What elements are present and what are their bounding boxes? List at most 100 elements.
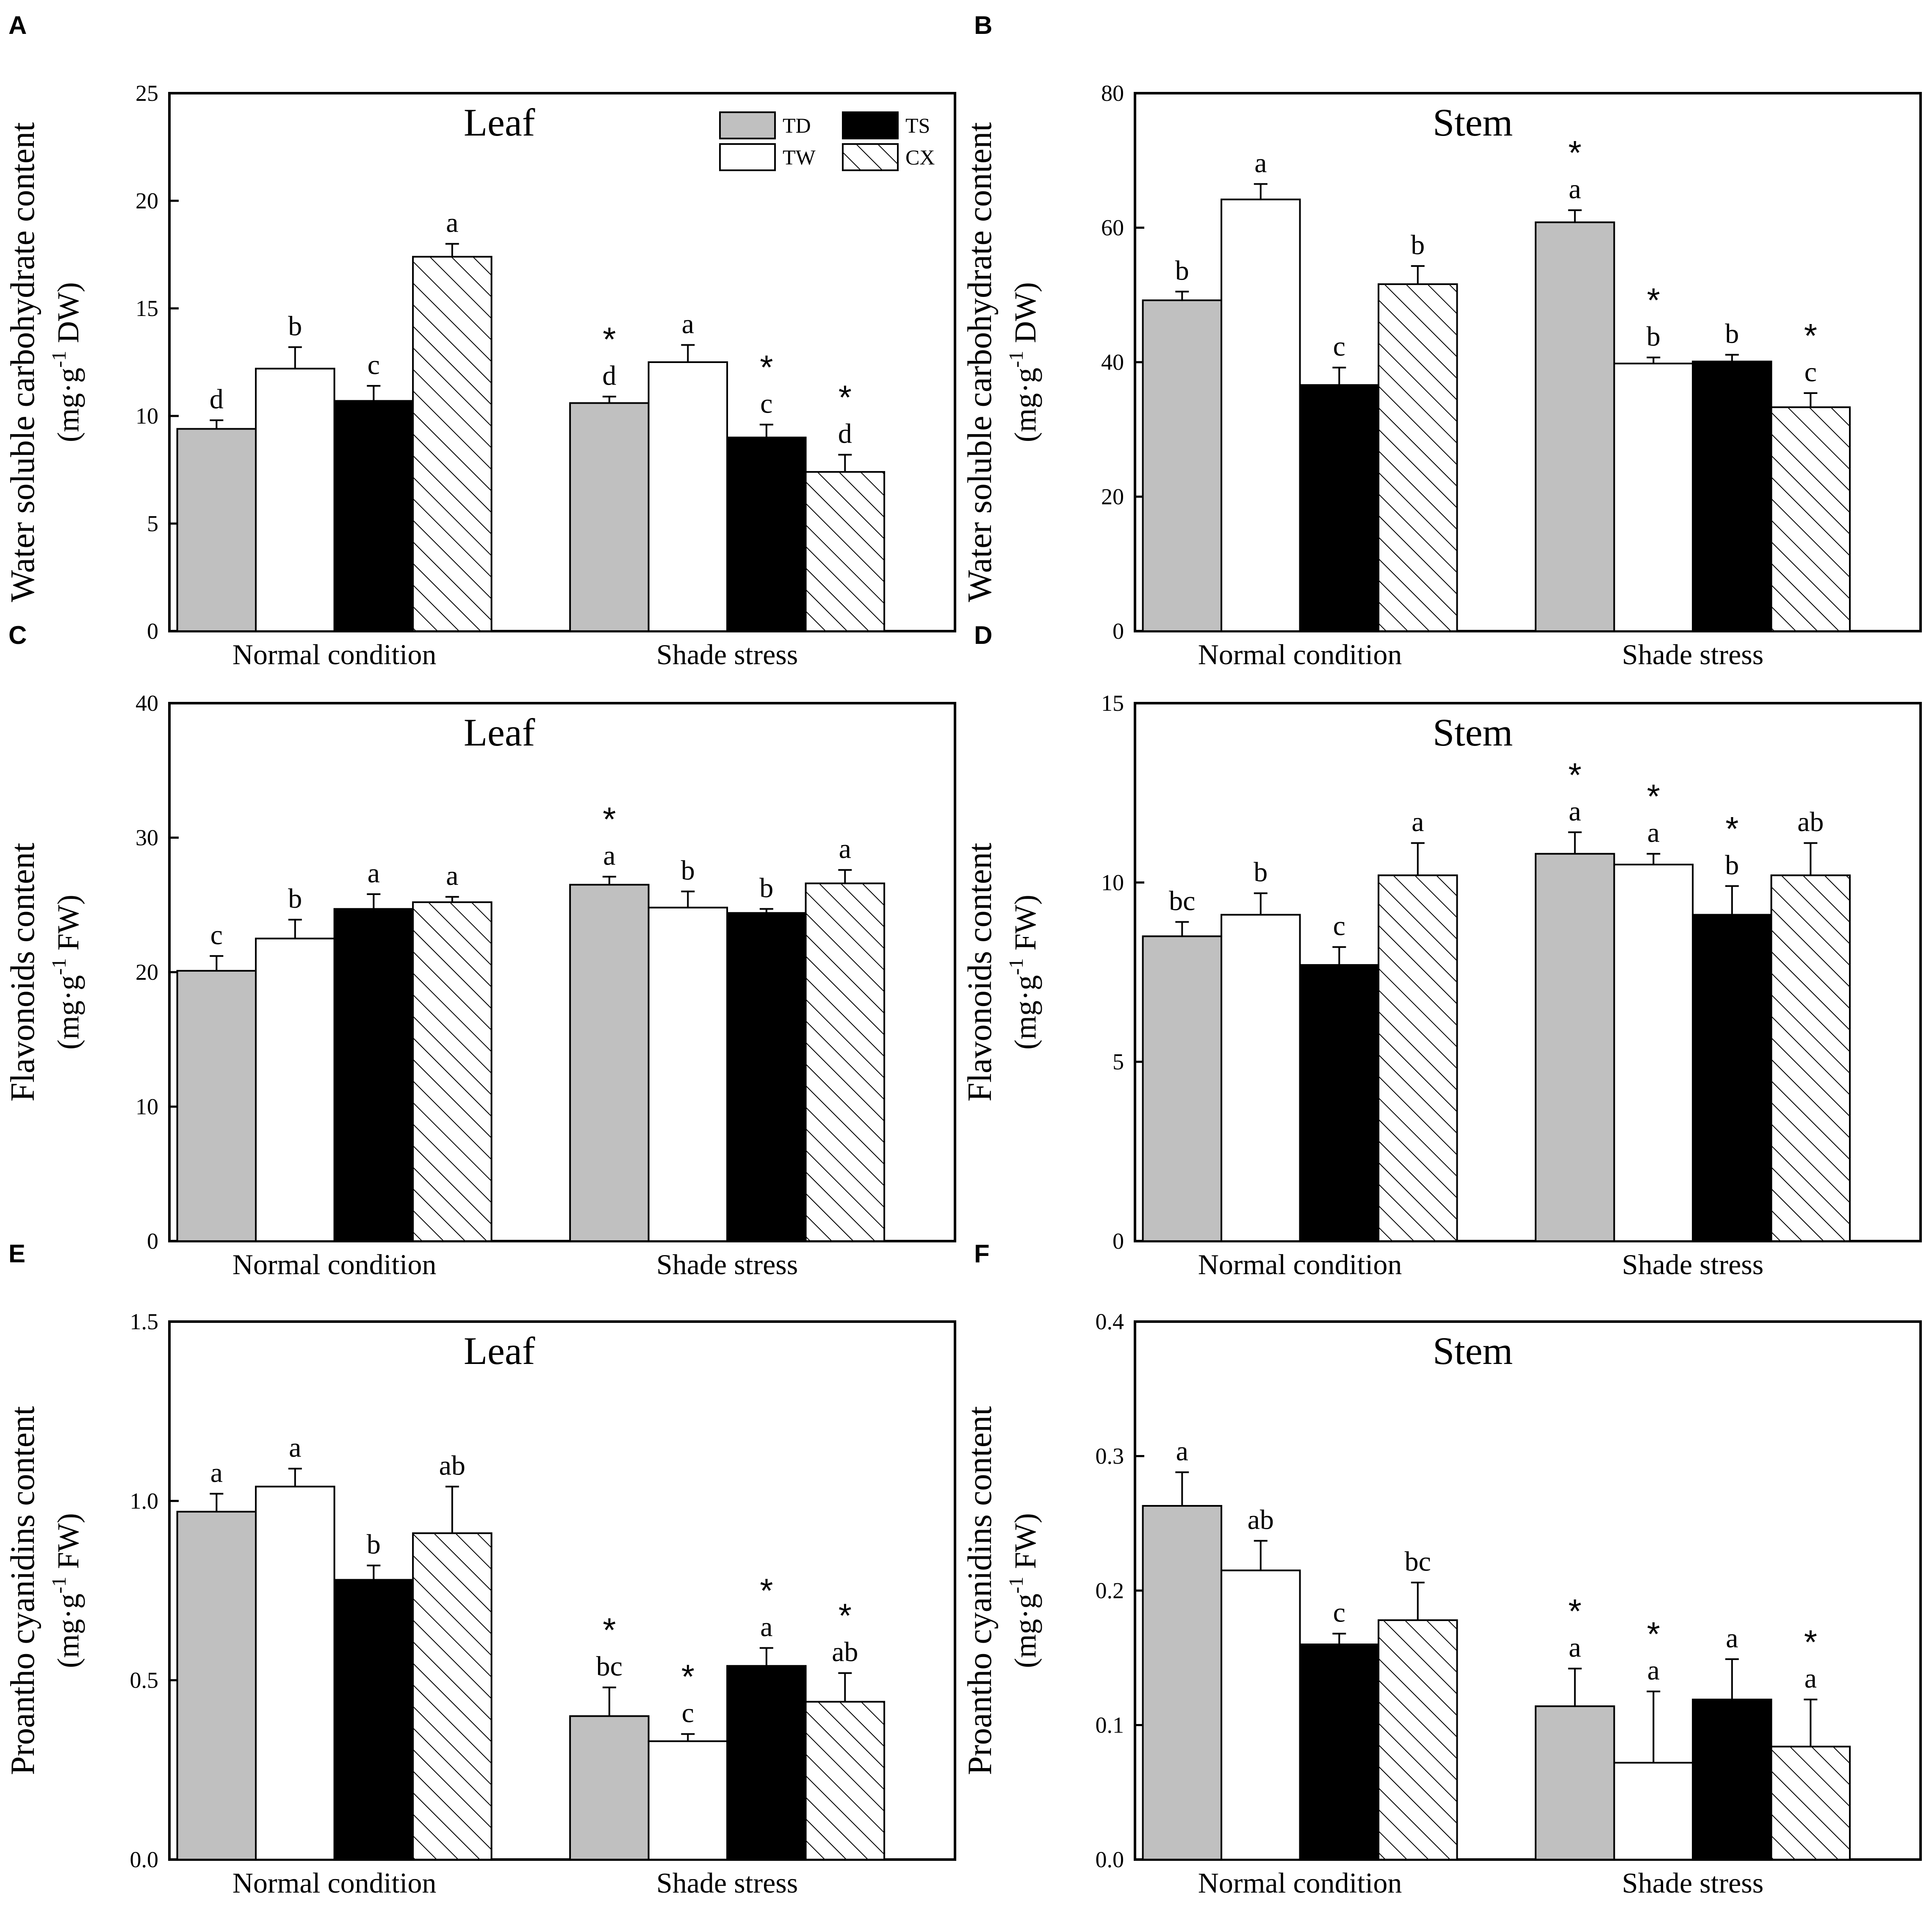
y-axis-unit: (mg·g-1 FW) bbox=[48, 1513, 85, 1668]
bar-cx bbox=[1378, 1619, 1458, 1861]
legend-swatch-ts bbox=[842, 111, 899, 139]
y-tick-label: 10 bbox=[136, 403, 158, 429]
plot-frame bbox=[1134, 702, 1922, 1242]
bar-ts bbox=[1299, 1644, 1380, 1860]
chart-title: Leaf bbox=[464, 1329, 535, 1372]
significance-letter: a bbox=[210, 1457, 223, 1488]
bar-td bbox=[1142, 299, 1223, 632]
y-axis-unit: (mg·g-1 FW) bbox=[1005, 895, 1042, 1050]
x-category-label: Normal condition bbox=[233, 638, 437, 671]
y-axis-label: Water soluble carbohydrate content bbox=[961, 122, 999, 602]
bar-ts bbox=[1692, 914, 1772, 1242]
y-axis-label: Proantho cyanidins content bbox=[961, 1406, 999, 1775]
bar-tw bbox=[648, 906, 728, 1242]
significance-letter: ab bbox=[1797, 807, 1824, 837]
y-axis-unit: (mg·g-1 DW) bbox=[1005, 282, 1042, 442]
significance-star: * bbox=[760, 348, 773, 386]
significance-star: * bbox=[1568, 134, 1581, 172]
bar-cx bbox=[1770, 874, 1851, 1242]
panel-b: B 0 20 40 60 80 Water soluble carbohydrate con… bbox=[961, 11, 1922, 671]
significance-letter: a bbox=[446, 860, 458, 891]
legend-swatch-cx bbox=[842, 143, 899, 171]
bar-cx bbox=[1378, 283, 1458, 632]
y-axis-label: Water soluble carbohydrate content bbox=[4, 122, 42, 602]
significance-letter: b bbox=[288, 310, 302, 341]
x-category-label: Shade stress bbox=[656, 1248, 798, 1281]
y-axis-unit: (mg·g-1 FW) bbox=[48, 895, 85, 1050]
bar-td bbox=[1535, 853, 1615, 1242]
y-axis-label: Proantho cyanidins content bbox=[4, 1406, 42, 1775]
y-tick-label: 1.0 bbox=[130, 1488, 159, 1513]
significance-letter: a bbox=[1412, 807, 1424, 837]
x-category-label: Normal condition bbox=[1198, 1248, 1402, 1281]
unit-part: DW) bbox=[1008, 282, 1042, 351]
chart-title: Leaf bbox=[464, 711, 535, 754]
panel-letter: E bbox=[8, 1239, 25, 1268]
legend-label: CX bbox=[905, 145, 935, 169]
bar-td bbox=[176, 1511, 257, 1861]
significance-letter: c bbox=[1333, 331, 1345, 362]
unit-part: DW) bbox=[51, 282, 85, 351]
bar-tw bbox=[1221, 1569, 1301, 1860]
bar-cx bbox=[805, 1701, 886, 1860]
significance-letter: a bbox=[1805, 1663, 1817, 1694]
y-tick-label: 5 bbox=[1113, 1049, 1124, 1075]
y-tick-label: 0 bbox=[147, 1228, 158, 1254]
panel-letter: B bbox=[974, 11, 992, 39]
unit-superscript: -1 bbox=[1005, 1577, 1027, 1594]
unit-part: FW) bbox=[1008, 895, 1042, 958]
panel-letter: D bbox=[974, 621, 992, 649]
y-tick-label: 10 bbox=[136, 1094, 158, 1120]
significance-letter: ab bbox=[1248, 1505, 1274, 1536]
significance-star: * bbox=[1568, 1592, 1581, 1630]
unit-part: (mg·g bbox=[51, 975, 85, 1050]
panel-f: F 0.0 0.1 0.2 0.3 0.4 Proantho cyanidins conte… bbox=[961, 1239, 1922, 1899]
legend: TD TS TW CX bbox=[719, 111, 935, 171]
significance-letter: c bbox=[368, 349, 380, 380]
significance-star: * bbox=[760, 1572, 773, 1609]
bar-td bbox=[1535, 221, 1615, 632]
significance-letter: a bbox=[603, 840, 615, 871]
y-tick-label: 25 bbox=[136, 80, 158, 106]
unit-part: (mg·g bbox=[1008, 368, 1042, 442]
significance-star: * bbox=[603, 801, 616, 838]
bar-tw bbox=[648, 1740, 728, 1861]
significance-letter: c bbox=[1333, 911, 1345, 942]
x-category-label: Normal condition bbox=[233, 1248, 437, 1281]
significance-star: * bbox=[839, 1597, 852, 1635]
bar-tw bbox=[1613, 864, 1694, 1242]
panel-letter: F bbox=[974, 1239, 990, 1268]
bar-tw bbox=[255, 937, 335, 1242]
significance-star: * bbox=[1804, 317, 1817, 355]
unit-part: FW) bbox=[1008, 1513, 1042, 1577]
significance-letter: a bbox=[368, 858, 380, 889]
panel-letter: A bbox=[8, 11, 27, 39]
bar-tw bbox=[255, 368, 335, 632]
significance-letter: d bbox=[210, 384, 224, 415]
y-tick-label: 0 bbox=[147, 618, 158, 644]
significance-letter: bc bbox=[596, 1651, 623, 1682]
bar-cx bbox=[805, 882, 886, 1242]
panel-letter: C bbox=[8, 621, 27, 649]
y-tick-label: 0 bbox=[1113, 618, 1124, 644]
significance-letter: bc bbox=[1405, 1546, 1431, 1577]
significance-letter: a bbox=[760, 1611, 772, 1642]
significance-star: * bbox=[603, 320, 616, 358]
significance-letter: b bbox=[681, 855, 695, 886]
bar-cx bbox=[1378, 874, 1458, 1242]
unit-superscript: -1 bbox=[1005, 351, 1027, 368]
bar-td bbox=[569, 884, 650, 1242]
bar-tw bbox=[1613, 363, 1694, 632]
x-category-label: Shade stress bbox=[656, 1867, 798, 1899]
y-tick-label: 0 bbox=[1113, 1228, 1124, 1254]
legend-label: TS bbox=[905, 114, 930, 137]
significance-letter: b bbox=[1647, 321, 1661, 352]
significance-letter: c bbox=[760, 388, 772, 419]
significance-letter: a bbox=[1254, 147, 1267, 178]
bar-td bbox=[1142, 935, 1223, 1242]
bar-ts bbox=[1692, 1699, 1772, 1861]
bar-ts bbox=[1299, 964, 1380, 1242]
chart-title: Stem bbox=[1433, 101, 1513, 144]
